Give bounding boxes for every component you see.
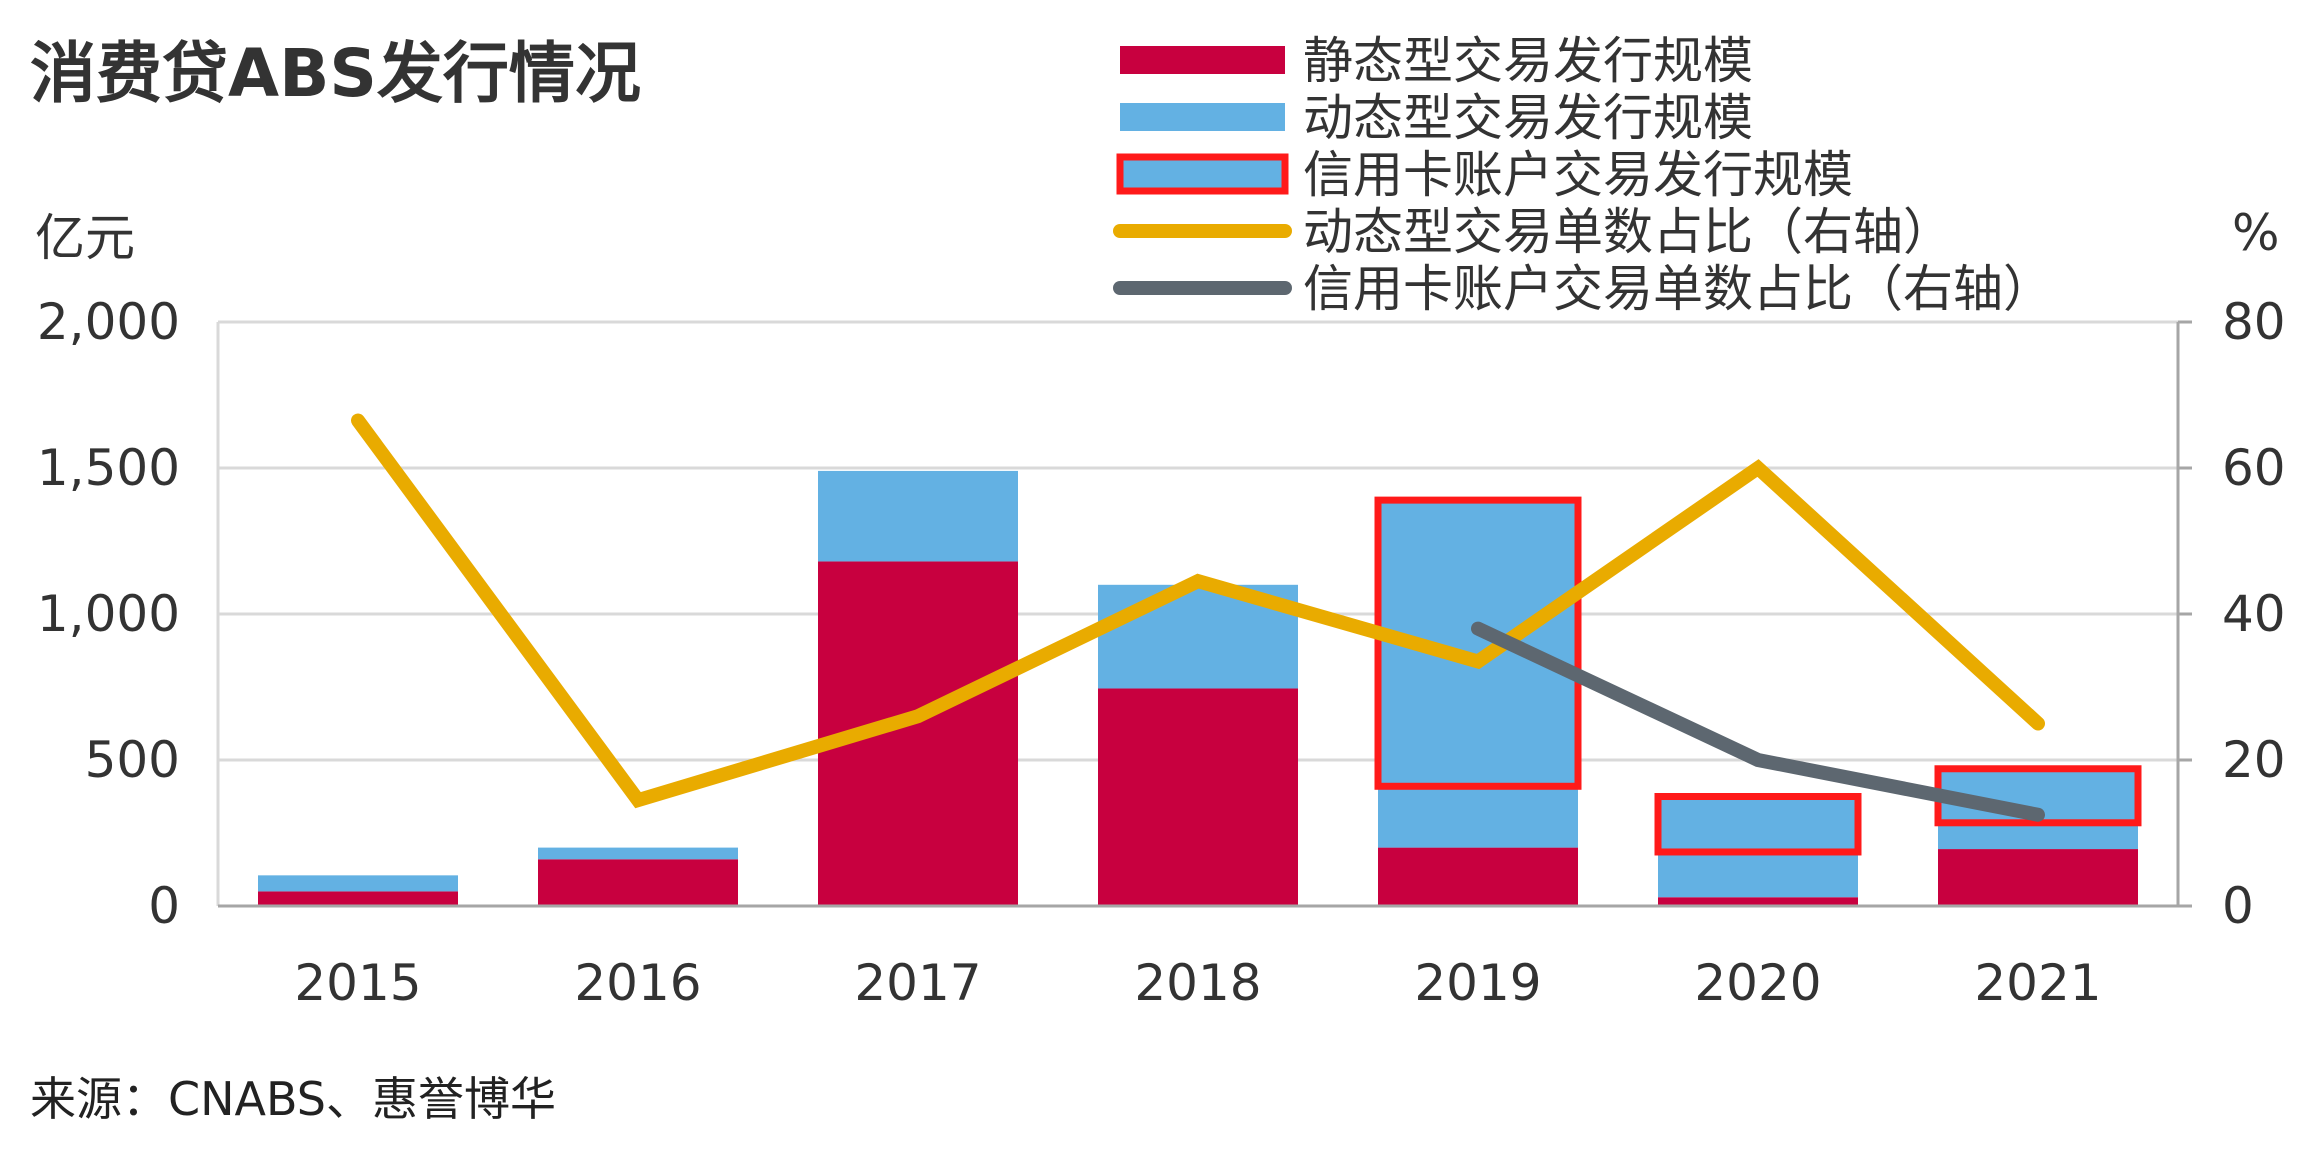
bar-segment (258, 875, 458, 892)
x-tick-label: 2018 (1134, 954, 1261, 1012)
bar-segment (538, 847, 738, 860)
left-tick-label: 2,000 (37, 293, 180, 351)
legend-label: 静态型交易发行规模 (1303, 32, 1753, 90)
right-tick-label: 40 (2222, 585, 2286, 643)
bar-segment (1658, 897, 1858, 906)
left-tick-label: 0 (148, 877, 180, 935)
axes: 0 500 1,000 1,500 2,000 0 20 40 60 80 2015 2016 2017… (37, 293, 2286, 1012)
x-tick-label: 2019 (1414, 954, 1541, 1012)
bar-segment (1098, 688, 1298, 906)
right-axis-unit: % (2232, 204, 2280, 262)
legend-swatch (1120, 46, 1285, 74)
chart-title: 消费贷ABS发行情况 (30, 35, 641, 112)
x-tick-label: 2020 (1694, 954, 1821, 1012)
line-series (1471, 621, 2045, 822)
bar-segment (258, 891, 458, 906)
source-note: 来源：CNABS、惠誉博华 (30, 1072, 556, 1126)
left-axis-unit: 亿元 (35, 209, 135, 267)
bar-segment (1378, 497, 1578, 848)
left-tick-label: 1,500 (37, 439, 180, 497)
legend-label: 信用卡账户交易发行规模 (1303, 146, 1853, 204)
x-tick-label: 2016 (574, 954, 701, 1012)
legend-label: 动态型交易单数占比（右轴） (1303, 203, 1953, 261)
right-tick-label: 0 (2222, 877, 2254, 935)
legend-swatch (1116, 153, 1289, 195)
bar-segment (1938, 849, 2138, 906)
bars (258, 470, 2142, 906)
left-tick-label: 500 (85, 731, 180, 789)
right-tick-label: 80 (2222, 293, 2286, 351)
bar-segment (1378, 847, 1578, 906)
x-tick-label: 2015 (294, 954, 421, 1012)
x-tick-label: 2017 (854, 954, 981, 1012)
right-tick-label: 60 (2222, 439, 2286, 497)
legend-label: 动态型交易发行规模 (1303, 89, 1753, 147)
x-tick-label: 2021 (1974, 954, 2101, 1012)
credit-card-outline (1374, 496, 1582, 790)
bar-segment (1658, 796, 1858, 898)
bar-segment (818, 470, 1018, 562)
legend-label: 信用卡账户交易单数占比（右轴） (1303, 260, 2053, 318)
bar-segment (538, 859, 738, 906)
lines (351, 413, 2045, 822)
right-tick-label: 20 (2222, 731, 2286, 789)
legend: 静态型交易发行规模动态型交易发行规模信用卡账户交易发行规模动态型交易单数占比（右… (1113, 32, 2053, 318)
left-tick-label: 1,000 (37, 585, 180, 643)
legend-swatch (1120, 103, 1285, 131)
line-series (351, 413, 2045, 809)
credit-card-outline (1654, 793, 1862, 856)
